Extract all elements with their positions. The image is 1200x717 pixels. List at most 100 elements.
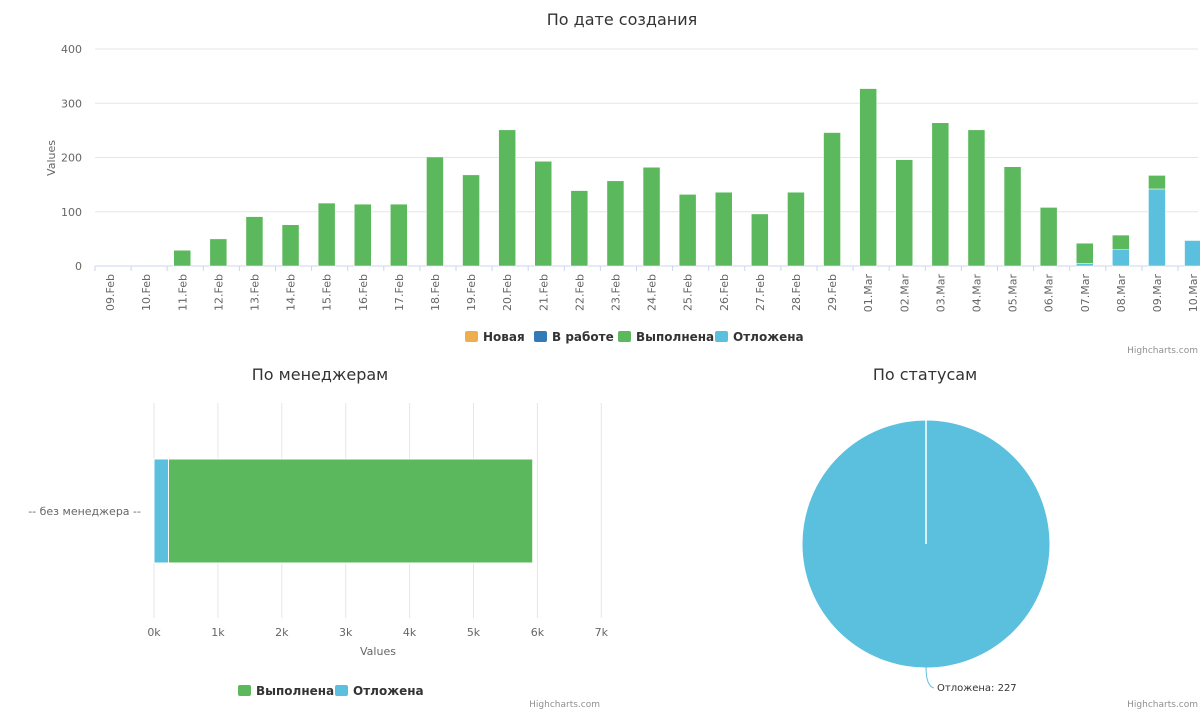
bar-26.Feb[interactable]: [715, 191, 733, 267]
bar-28.Feb[interactable]: [787, 191, 805, 267]
bar-25.Feb[interactable]: [678, 194, 697, 267]
bar-07.Mar[interactable]: [1076, 263, 1094, 267]
bar-done[interactable]: [168, 458, 534, 564]
legend-label-in-progress: В работе: [552, 330, 614, 344]
manager-chart-category-label: -- без менеджера --: [28, 505, 141, 518]
legend-label-postponed-managers: Отложена: [353, 684, 424, 698]
date-chart-legend[interactable]: Новая В работе Выполнена Отложена: [465, 330, 804, 344]
x-tick-label: 12.Feb: [212, 274, 225, 311]
date-chart-x-labels: 09.Feb 10.Feb 11.Feb 12.Feb 13.Feb 14.Feb 15.F…: [94, 266, 1200, 313]
bar-20.Feb[interactable]: [498, 129, 516, 267]
bar-15.Feb[interactable]: [317, 202, 336, 267]
legend-item-postponed[interactable]: Отложена: [715, 330, 804, 344]
date-chart-title: По дате создания: [547, 10, 697, 29]
x-tick-label: 07.Mar: [1079, 274, 1092, 313]
bar-17.Feb[interactable]: [390, 203, 408, 267]
x-tick-label: 21.Feb: [537, 274, 550, 311]
legend-label-done-managers: Выполнена: [256, 684, 334, 698]
bar-10.Mar[interactable]: [1184, 240, 1200, 267]
x-tick-label: 18.Feb: [429, 274, 442, 311]
x-tick-label: 22.Feb: [573, 274, 586, 311]
bar-04.Mar[interactable]: [967, 129, 986, 267]
bar-postponed[interactable]: [153, 458, 170, 564]
x-tick-label: 20.Feb: [501, 274, 514, 311]
bar-05.Mar[interactable]: [1003, 166, 1022, 267]
bar-29.Feb[interactable]: [823, 132, 841, 267]
x-tick-label: 19.Feb: [465, 274, 478, 311]
x-tick-label: 09.Feb: [104, 274, 117, 311]
x-tick-label: 2k: [275, 626, 289, 639]
y-tick-label: 100: [61, 206, 82, 219]
manager-chart: По менеджерам 0k 1k 2k 3k 4k 5k 6k 7k -- без ме…: [28, 365, 608, 710]
manager-chart-title: По менеджерам: [252, 365, 388, 384]
legend-swatch-done: [618, 331, 631, 342]
x-tick-label: 03.Mar: [934, 274, 947, 313]
y-tick-label: 400: [61, 43, 82, 56]
y-tick-label: 300: [61, 97, 82, 110]
x-tick-label: 10.Feb: [140, 274, 153, 311]
bar-08.Mar[interactable]: [1112, 249, 1130, 267]
bar-08.Mar[interactable]: [1112, 234, 1130, 250]
x-tick-label: 6k: [531, 626, 545, 639]
bar-01.Mar[interactable]: [859, 88, 877, 267]
legend-item-done[interactable]: Выполнена: [618, 330, 714, 344]
legend-swatch-new: [465, 331, 478, 342]
x-tick-label: 4k: [403, 626, 417, 639]
legend-swatch-postponed: [715, 331, 728, 342]
x-tick-label: 15.Feb: [321, 274, 334, 311]
legend-item-in-progress[interactable]: В работе: [534, 330, 614, 344]
legend-item-done-managers[interactable]: Выполнена: [238, 684, 334, 698]
bar-09.Mar[interactable]: [1148, 188, 1166, 267]
legend-item-new[interactable]: Новая: [465, 330, 525, 344]
bar-21.Feb[interactable]: [534, 161, 552, 267]
x-tick-label: 04.Mar: [970, 274, 983, 313]
legend-swatch-postponed-managers: [335, 685, 348, 696]
bar-09.Mar[interactable]: [1148, 175, 1166, 190]
x-tick-label: 13.Feb: [248, 274, 261, 311]
bar-18.Feb[interactable]: [426, 156, 444, 267]
status-chart: По статусам Отложена: 227 Highcharts.com: [801, 365, 1198, 710]
bar-23.Feb[interactable]: [606, 180, 625, 267]
date-chart-grid: 0 100 200 300 400: [61, 43, 1198, 273]
x-tick-label: 06.Mar: [1043, 274, 1056, 313]
pie-data-label: Отложена: 227: [937, 683, 1017, 694]
x-tick-label: 1k: [211, 626, 225, 639]
bar-02.Mar[interactable]: [895, 159, 913, 267]
manager-chart-legend[interactable]: Выполнена Отложена: [238, 684, 424, 698]
bar-16.Feb[interactable]: [354, 203, 372, 267]
bar-06.Mar[interactable]: [1039, 207, 1058, 267]
bar-14.Feb[interactable]: [281, 224, 300, 267]
bar-03.Mar[interactable]: [931, 122, 950, 267]
date-chart: По дате создания 0 100 200 300 400 Values 09…: [45, 10, 1200, 356]
x-tick-label: 16.Feb: [357, 274, 370, 311]
credits-link-status[interactable]: Highcharts.com: [1127, 700, 1198, 710]
x-tick-label: 10.Mar: [1187, 274, 1200, 313]
credits-link-managers[interactable]: Highcharts.com: [529, 700, 600, 710]
x-tick-label: 14.Feb: [285, 274, 298, 311]
x-tick-label: 29.Feb: [826, 274, 839, 311]
bar-13.Feb[interactable]: [245, 216, 264, 267]
bar-11.Feb[interactable]: [173, 250, 191, 267]
x-tick-label: 28.Feb: [790, 274, 803, 311]
date-chart-bars: [173, 88, 1200, 267]
legend-item-postponed-managers[interactable]: Отложена: [335, 684, 424, 698]
x-tick-label: 08.Mar: [1115, 274, 1128, 313]
bar-22.Feb[interactable]: [570, 190, 589, 267]
x-tick-label: 17.Feb: [393, 274, 406, 311]
bar-24.Feb[interactable]: [642, 167, 661, 267]
credits-link-date[interactable]: Highcharts.com: [1127, 346, 1198, 356]
manager-chart-bars: [153, 458, 534, 564]
x-tick-label: 02.Mar: [898, 274, 911, 313]
bar-27.Feb[interactable]: [751, 213, 769, 267]
pie-data-label-text: Отложена: 227: [937, 683, 1017, 694]
legend-swatch-in-progress: [534, 331, 547, 342]
bar-12.Feb[interactable]: [209, 238, 228, 267]
date-chart-y-axis-title: Values: [45, 140, 58, 176]
legend-label-postponed: Отложена: [733, 330, 804, 344]
x-tick-label: 0k: [147, 626, 161, 639]
manager-chart-x-axis-title: Values: [360, 645, 396, 658]
bar-19.Feb[interactable]: [462, 174, 480, 267]
x-tick-label: 11.Feb: [176, 274, 189, 311]
x-tick-label: 5k: [467, 626, 481, 639]
bar-07.Mar[interactable]: [1076, 242, 1094, 264]
